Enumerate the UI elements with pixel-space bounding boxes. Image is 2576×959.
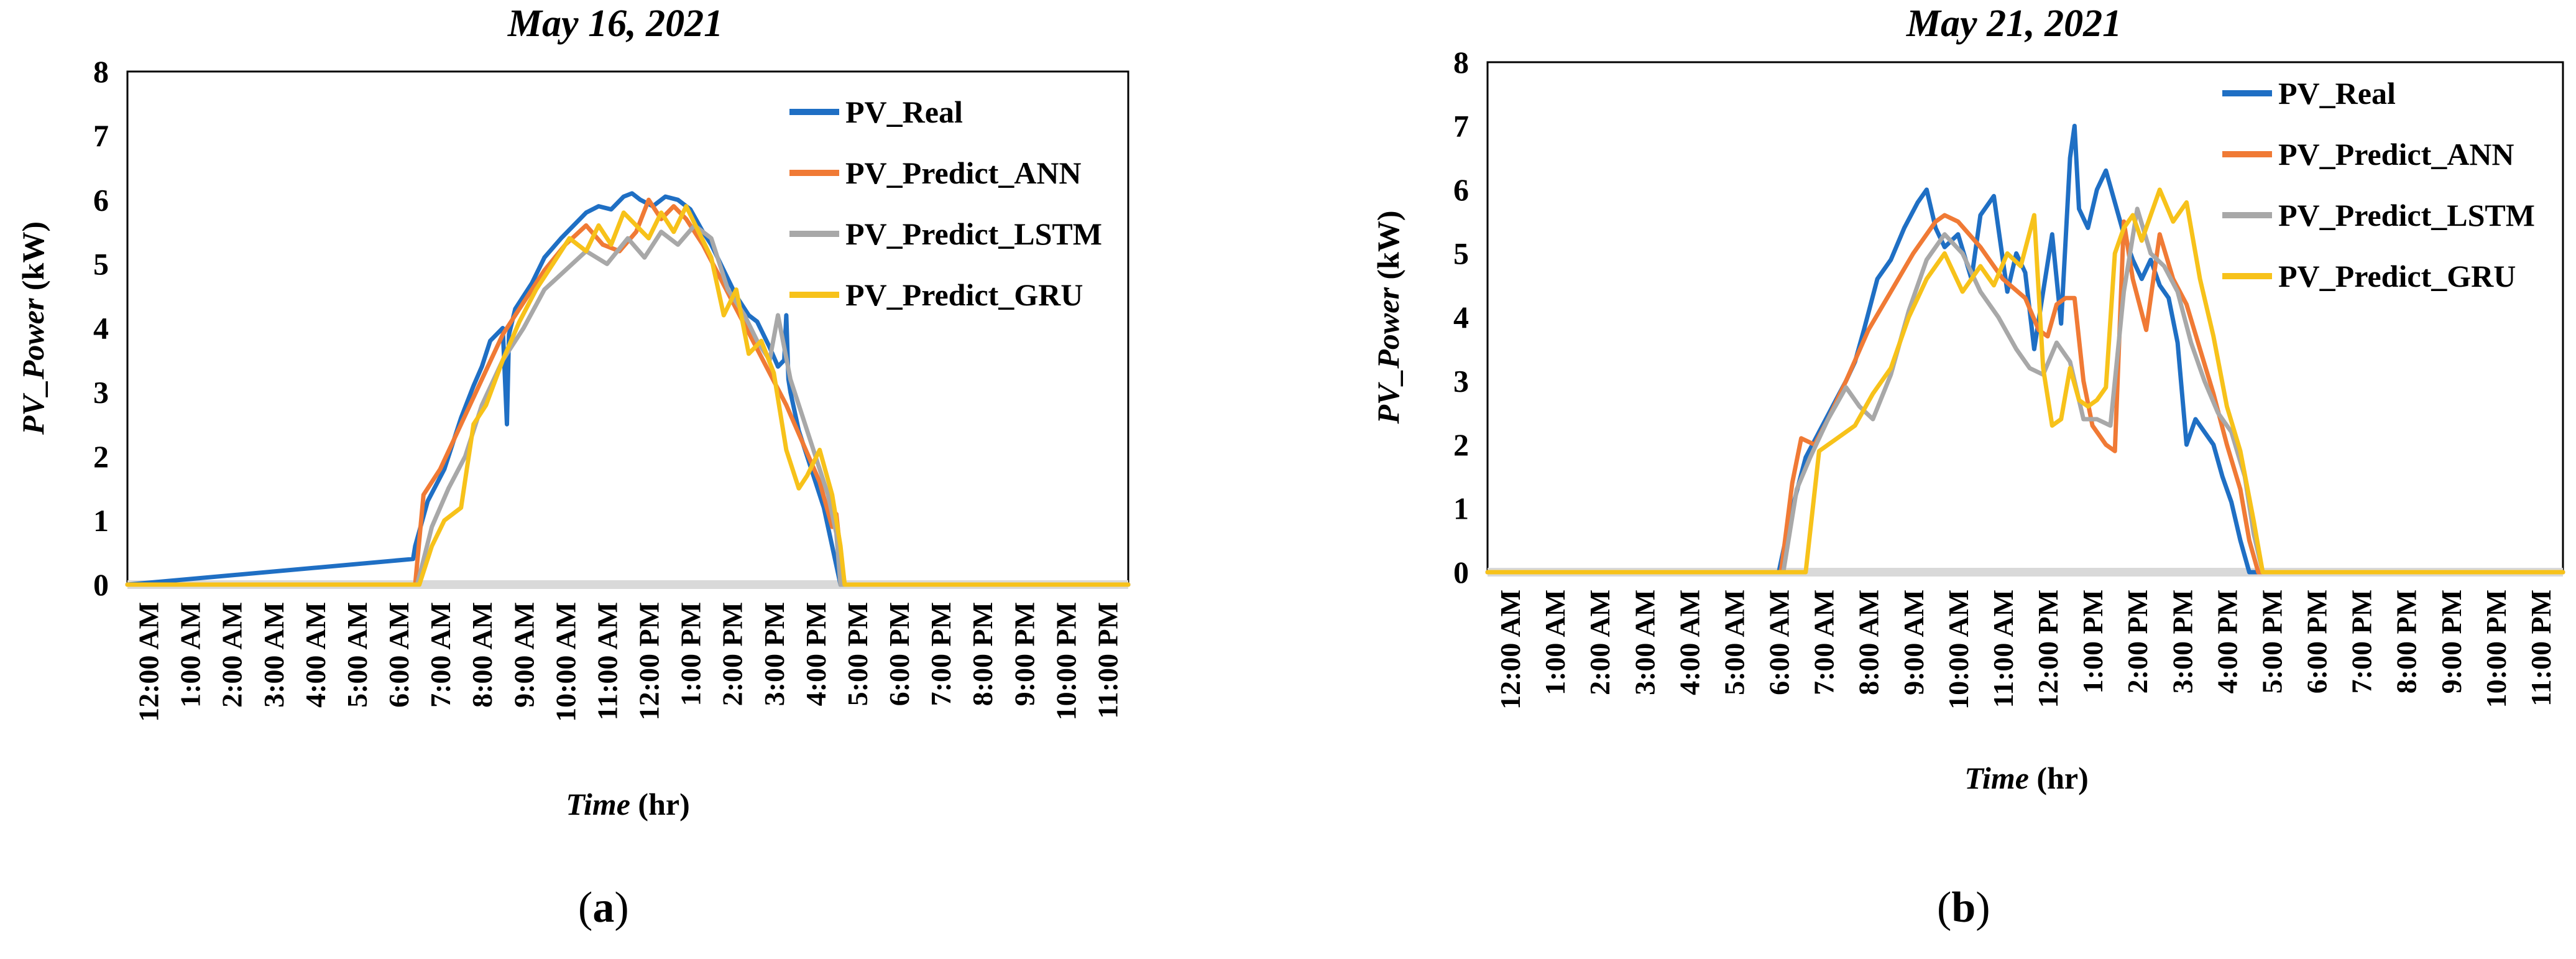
y-tick-label: 7 <box>93 118 109 153</box>
y-tick-label: 8 <box>93 54 109 89</box>
series-line-pv-predict-lstm <box>1485 206 2565 575</box>
y-tick-label: 1 <box>1453 491 1469 526</box>
series-line-pv-predict-gru <box>125 204 1131 587</box>
legend-label-pv-predict-ann: PV_Predict_ANN <box>2278 137 2514 172</box>
x-tick-label: 1:00 AM <box>1539 590 1571 695</box>
x-tick-label: 8:00 PM <box>967 602 998 706</box>
panel-label-a: (a) <box>578 884 629 932</box>
legend-label-pv-predict-gru: PV_Predict_GRU <box>845 277 1083 312</box>
x-tick-label: 2:00 AM <box>1584 590 1616 695</box>
x-tick-label: 12:00 PM <box>2032 590 2064 708</box>
x-tick-label: 5:00 AM <box>341 602 373 708</box>
x-tick-label: 8:00 AM <box>1853 590 1885 695</box>
x-tick-label: 12:00 AM <box>1494 590 1526 710</box>
y-tick-label: 8 <box>1453 45 1469 80</box>
x-tick-label: 12:00 AM <box>133 602 165 722</box>
x-tick-label: 5:00 AM <box>1718 590 1750 695</box>
y-tick-label: 6 <box>93 182 109 217</box>
x-tick-label: 10:00 PM <box>2480 590 2512 708</box>
y-tick-label: 1 <box>93 503 109 538</box>
y-tick-label: 5 <box>93 246 109 281</box>
x-tick-label: 6:00 AM <box>1764 590 1795 695</box>
legend-label-pv-real: PV_Real <box>845 95 963 129</box>
series-line-pv-real <box>125 191 1131 587</box>
x-tick-label: 5:00 PM <box>2256 590 2288 693</box>
series-line-pv-real <box>1485 124 2565 575</box>
x-tick-label: 7:00 PM <box>2346 590 2378 693</box>
y-tick-label: 4 <box>93 311 109 346</box>
series-line-pv-predict-gru <box>1485 187 2565 575</box>
x-tick-label: 1:00 PM <box>2077 590 2109 693</box>
chart-panel-b: May 21, 2021 0 1 2 3 4 5 6 7 8 PV_Power (kW) 12:00 … <box>1371 2 2565 795</box>
panel-letter-b: b <box>1951 884 1976 932</box>
x-tick-label: 4:00 AM <box>1673 590 1705 695</box>
panel-label-b: (b) <box>1937 884 1990 932</box>
x-tick-label: 4:00 PM <box>800 602 832 706</box>
x-tick-label: 2:00 PM <box>2122 590 2153 693</box>
x-tick-label: 8:00 PM <box>2391 590 2422 693</box>
x-tick-label: 9:00 AM <box>1898 590 1930 695</box>
x-tick-label: 10:00 AM <box>1943 590 1974 710</box>
x-tick-label: 4:00 AM <box>300 602 331 708</box>
y-tick-label: 6 <box>1453 172 1469 207</box>
x-tick-label: 3:00 AM <box>1629 590 1660 695</box>
x-tick-label: 11:00 AM <box>591 602 623 720</box>
y-tick-label: 3 <box>93 375 109 410</box>
panel-letter-a: a <box>592 884 615 932</box>
y-tick-label: 5 <box>1453 236 1469 271</box>
x-tick-label: 12:00 PM <box>633 602 665 720</box>
x-tick-label: 9:00 PM <box>1008 602 1040 706</box>
x-tick-label: 2:00 AM <box>216 602 248 708</box>
x-tick-label: 3:00 PM <box>758 602 790 706</box>
legend-label-pv-predict-ann: PV_Predict_ANN <box>845 155 1082 190</box>
legend-label-pv-predict-lstm: PV_Predict_LSTM <box>845 216 1102 251</box>
chart-panel-a: May 16, 2021 0 1 2 3 4 5 6 7 8 PV_Power (kW) 12:00 … <box>16 2 1131 822</box>
y-tick-label: 4 <box>1453 300 1469 335</box>
x-axis-label: Time (hr) <box>1964 761 2088 795</box>
x-tick-label: 3:00 PM <box>2166 590 2198 693</box>
x-tick-label: 6:00 PM <box>2301 590 2333 693</box>
x-tick-label: 9:00 AM <box>508 602 540 708</box>
plot-frame <box>126 70 1129 586</box>
y-tick-label: 0 <box>93 567 109 602</box>
series-line-pv-predict-ann <box>125 197 1131 587</box>
x-tick-label: 11:00 PM <box>1092 602 1123 719</box>
x-tick-label: 2:00 PM <box>717 602 748 706</box>
x-tick-label: 9:00 PM <box>2436 590 2467 693</box>
x-tick-label: 6:00 PM <box>883 602 915 706</box>
y-tick-label: 2 <box>93 439 109 474</box>
chart-title: May 21, 2021 <box>1906 2 2122 45</box>
x-tick-label: 1:00 PM <box>675 602 707 706</box>
y-axis-label: PV_Power (kW) <box>1371 210 1405 424</box>
series-line-pv-predict-ann <box>1485 213 2565 575</box>
x-tick-label: 6:00 AM <box>383 602 415 708</box>
x-axis-label: Time (hr) <box>566 787 689 822</box>
x-tick-label: 11:00 PM <box>2525 590 2557 707</box>
y-axis-label: PV_Power (kW) <box>16 221 50 435</box>
x-tick-label: 7:00 AM <box>1808 590 1840 695</box>
x-tick-label: 4:00 PM <box>2211 590 2243 693</box>
x-tick-label: 1:00 AM <box>175 602 206 708</box>
legend-label-pv-predict-gru: PV_Predict_GRU <box>2278 259 2516 294</box>
chart-title: May 16, 2021 <box>507 2 723 45</box>
y-tick-label: 7 <box>1453 109 1469 144</box>
x-tick-label: 11:00 AM <box>1987 590 2019 708</box>
y-tick-label: 2 <box>1453 427 1469 462</box>
x-tick-label: 10:00 PM <box>1050 602 1082 720</box>
x-tick-label: 10:00 AM <box>550 602 581 722</box>
x-tick-label: 5:00 PM <box>842 602 873 706</box>
legend-label-pv-real: PV_Real <box>2278 76 2396 111</box>
x-tick-label: 7:00 PM <box>925 602 957 706</box>
x-tick-label: 8:00 AM <box>466 602 498 708</box>
x-tick-label: 7:00 AM <box>425 602 456 708</box>
y-tick-label: 3 <box>1453 364 1469 399</box>
legend-label-pv-predict-lstm: PV_Predict_LSTM <box>2278 198 2535 233</box>
x-tick-label: 3:00 AM <box>258 602 290 708</box>
y-tick-label: 0 <box>1453 555 1469 590</box>
